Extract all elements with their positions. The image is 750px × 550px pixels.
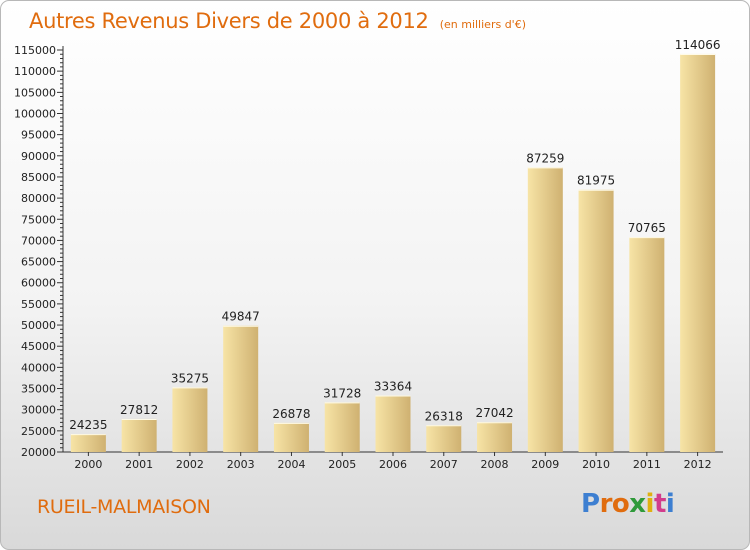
x-tick-label: 2010 — [582, 458, 610, 471]
bar — [578, 189, 614, 452]
logo-letter: t — [653, 489, 666, 519]
y-tick-label: 110000 — [14, 65, 56, 78]
data-label: 49847 — [222, 310, 260, 324]
bar — [223, 325, 259, 452]
bar — [629, 237, 665, 452]
y-tick-label: 55000 — [21, 298, 56, 311]
x-tick-label: 2011 — [633, 458, 661, 471]
chart-subtitle: (en milliers d'€) — [439, 18, 526, 31]
y-tick-label: 105000 — [14, 86, 56, 99]
x-tick-label: 2009 — [531, 458, 559, 471]
x-axis: 2000 2001 2002 2003 2004 2005 2006 2007 2008 2009… — [63, 451, 723, 471]
bar — [324, 402, 360, 452]
bar — [121, 418, 157, 452]
x-tick-label: 2007 — [430, 458, 458, 471]
bars-group — [70, 53, 716, 452]
logo-letter: o — [611, 489, 630, 519]
data-label: 24235 — [69, 418, 107, 432]
x-tick-label: 2003 — [227, 458, 255, 471]
x-tick-label: 2001 — [125, 458, 153, 471]
x-tick-label: 2005 — [328, 458, 356, 471]
data-label: 31728 — [323, 386, 361, 400]
y-tick-label: 40000 — [21, 361, 56, 374]
x-tick-label: 2006 — [379, 458, 407, 471]
y-tick-label: 50000 — [21, 319, 56, 332]
bar — [70, 434, 106, 452]
y-tick-label: 25000 — [21, 425, 56, 438]
y-tick-label: 95000 — [21, 129, 56, 142]
y-tick-label: 75000 — [21, 213, 56, 226]
logo-letter: i — [645, 489, 655, 519]
y-tick-label: 70000 — [21, 234, 56, 247]
data-label: 33364 — [374, 379, 412, 393]
logo-letter: r — [599, 489, 613, 519]
logo-letter: x — [629, 489, 646, 519]
x-tick-label: 2012 — [684, 458, 712, 471]
bar — [426, 425, 462, 452]
bar — [375, 395, 411, 452]
bar — [273, 422, 309, 452]
data-label: 70765 — [628, 221, 666, 235]
data-label: 81975 — [577, 174, 615, 188]
y-tick-label: 115000 — [14, 44, 56, 57]
data-label: 35275 — [171, 371, 209, 385]
y-tick-label: 85000 — [21, 171, 56, 184]
y-tick-label: 60000 — [21, 277, 56, 290]
y-tick-label: 80000 — [21, 192, 56, 205]
y-tick-label: 65000 — [21, 256, 56, 269]
data-label: 27042 — [475, 406, 513, 420]
data-labels-group: 24235 27812 35275 49847 26878 31728 33364 26318… — [69, 38, 720, 432]
bar — [172, 387, 208, 452]
chart-title: Autres Revenus Divers de 2000 à 2012 — [29, 9, 429, 33]
y-tick-label: 100000 — [14, 107, 56, 120]
y-axis: 20000 25000 30000 35000 40000 45000 50000 55000… — [14, 44, 64, 459]
bar — [527, 167, 563, 452]
data-label: 27812 — [120, 403, 158, 417]
logo-letter: i — [665, 489, 675, 519]
y-tick-label: 90000 — [21, 150, 56, 163]
proxiti-logo: Proxiti — [581, 489, 675, 519]
y-tick-label: 35000 — [21, 383, 56, 396]
y-tick-label: 20000 — [21, 446, 56, 459]
bar — [477, 422, 513, 452]
y-tick-label: 30000 — [21, 404, 56, 417]
x-tick-label: 2000 — [74, 458, 102, 471]
data-label: 114066 — [675, 38, 721, 52]
x-tick-label: 2002 — [176, 458, 204, 471]
chart-title-block: Autres Revenus Divers de 2000 à 2012 (en… — [29, 9, 526, 33]
x-tick-label: 2008 — [481, 458, 509, 471]
city-name: RUEIL-MALMAISON — [37, 496, 211, 518]
bar — [680, 53, 716, 452]
data-label: 26318 — [425, 409, 463, 423]
logo-letter: P — [581, 489, 600, 519]
data-label: 26878 — [272, 407, 310, 421]
y-tick-label: 45000 — [21, 340, 56, 353]
data-label: 87259 — [526, 151, 564, 165]
x-tick-label: 2004 — [277, 458, 305, 471]
